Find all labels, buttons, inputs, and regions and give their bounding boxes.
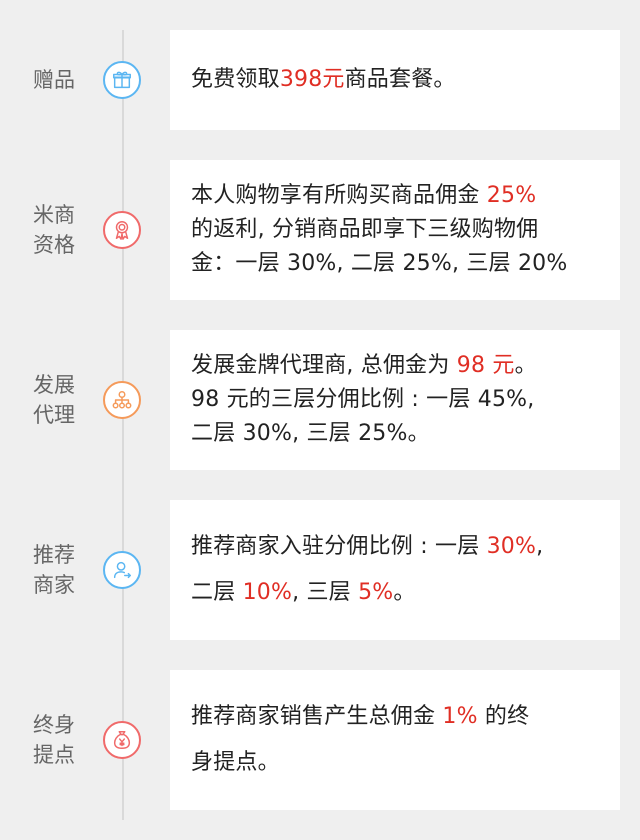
row-label: 发展 代理 xyxy=(33,373,75,427)
text-line: 推荐商家销售产生总佣金 1% 的终 xyxy=(191,704,530,729)
text-line: 的返利, 分销商品即享下三级购物佣 xyxy=(191,217,539,242)
benefit-text: 推荐商家入驻分佣比例 : 一层 30%, 二层 10%, 三层 5%。 xyxy=(191,524,543,616)
benefit-card: 发展金牌代理商, 总佣金为 98 元。 98 元的三层分佣比例 : 一层 45%… xyxy=(170,330,620,470)
text-line: 身提点。 xyxy=(191,750,280,775)
yen-money-bag-icon xyxy=(103,721,141,759)
row-label: 终身 提点 xyxy=(33,713,75,767)
gift-icon xyxy=(103,61,141,99)
hierarchy-icon xyxy=(103,381,141,419)
benefit-card: 推荐商家销售产生总佣金 1% 的终 身提点。 xyxy=(170,670,620,810)
benefit-card: 本人购物享有所购买商品佣金 25% 的返利, 分销商品即享下三级购物佣 金：一层… xyxy=(170,160,620,300)
benefit-card: 免费领取398元商品套餐。 xyxy=(170,30,620,130)
text-line: 免费领取398元商品套餐。 xyxy=(191,67,456,92)
benefit-text: 免费领取398元商品套餐。 xyxy=(191,64,456,96)
benefit-card: 推荐商家入驻分佣比例 : 一层 30%, 二层 10%, 三层 5%。 xyxy=(170,500,620,640)
text-line: 金：一层 30%, 二层 25%, 三层 20% xyxy=(191,251,568,276)
text-line: 二层 30%, 三层 25%。 xyxy=(191,421,430,446)
benefit-text: 推荐商家销售产生总佣金 1% 的终 身提点。 xyxy=(191,694,529,786)
row-label: 赠品 xyxy=(33,68,75,92)
timeline-line xyxy=(122,30,124,820)
user-referral-icon xyxy=(103,551,141,589)
text-line: 二层 10%, 三层 5%。 xyxy=(191,580,416,605)
benefit-text: 本人购物享有所购买商品佣金 25% 的返利, 分销商品即享下三级购物佣 金：一层… xyxy=(191,179,567,281)
award-ribbon-icon xyxy=(103,211,141,249)
row-label: 推荐 商家 xyxy=(33,543,75,597)
text-line: 本人购物享有所购买商品佣金 25% xyxy=(191,183,537,208)
text-line: 推荐商家入驻分佣比例 : 一层 30%, xyxy=(191,534,544,559)
text-line: 98 元的三层分佣比例 : 一层 45%, xyxy=(191,387,535,412)
row-label: 米商 资格 xyxy=(33,203,75,257)
text-line: 发展金牌代理商, 总佣金为 98 元。 xyxy=(191,353,537,378)
benefit-text: 发展金牌代理商, 总佣金为 98 元。 98 元的三层分佣比例 : 一层 45%… xyxy=(191,349,537,451)
